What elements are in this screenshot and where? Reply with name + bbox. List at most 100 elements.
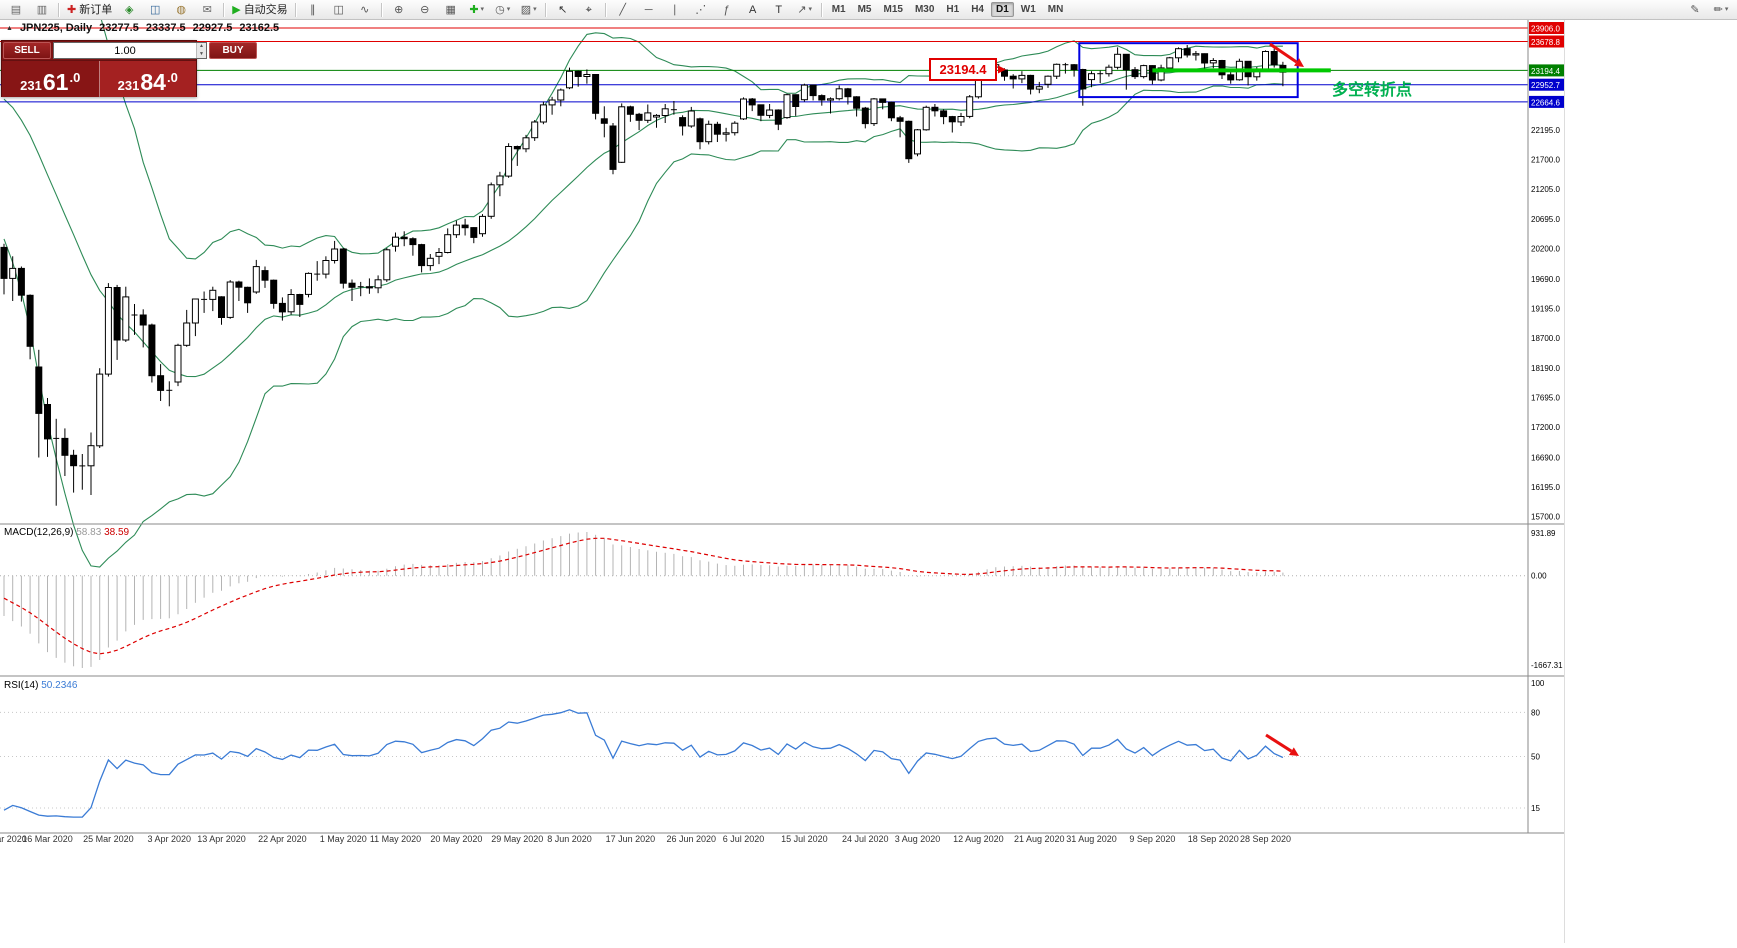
- price-flag-box: [929, 58, 997, 81]
- symbol-period-label: JPN225, Daily: [19, 22, 93, 34]
- zoom-out-icon[interactable]: ⊖: [413, 1, 437, 19]
- channel-icon: ⋰: [695, 3, 707, 16]
- timeframe-button-h4[interactable]: H4: [971, 4, 984, 15]
- draw-pencil-icon: ✎: [1690, 3, 1700, 16]
- svg-text:31 Aug 2020: 31 Aug 2020: [1066, 834, 1117, 844]
- pivot-note-text: 多空转折点: [1332, 80, 1412, 99]
- rsi-label: RSI(14) 50.2346: [4, 680, 78, 691]
- timeframe-button-d1[interactable]: D1: [991, 2, 1014, 17]
- cursor-icon[interactable]: ↖: [551, 1, 575, 19]
- crosshair-icon[interactable]: ⌖: [577, 1, 601, 19]
- buy-button[interactable]: BUY: [209, 42, 257, 59]
- svg-text:9 Sep 2020: 9 Sep 2020: [1129, 834, 1175, 844]
- svg-text:17200.0: 17200.0: [1531, 423, 1560, 432]
- volume-box: ▲ ▼: [53, 42, 207, 59]
- timeframe-button-m5[interactable]: M5: [857, 4, 872, 15]
- svg-text:931.89: 931.89: [1531, 529, 1556, 538]
- indicators-button: ✚: [469, 3, 479, 16]
- draw-pencil-icon[interactable]: ✎: [1683, 1, 1707, 19]
- toolbar-separator: [58, 2, 60, 17]
- svg-text:12 Aug 2020: 12 Aug 2020: [953, 834, 1004, 844]
- cursor-icon: ↖: [558, 3, 568, 16]
- market-watch-icon[interactable]: ◫: [143, 1, 167, 19]
- svg-text:25 Mar 2020: 25 Mar 2020: [83, 834, 134, 844]
- profiles-icon[interactable]: ▥: [30, 1, 54, 19]
- toolbar-separator: [294, 2, 297, 17]
- timeframe-button-m15[interactable]: M15: [883, 4, 903, 15]
- svg-text:22195.0: 22195.0: [1531, 126, 1560, 135]
- candlestick-mode-icon[interactable]: ◫: [327, 1, 351, 19]
- svg-text:100: 100: [1531, 679, 1545, 688]
- label-tool-icon[interactable]: T: [767, 1, 791, 19]
- toolbar-separator: [820, 2, 823, 17]
- mailbox-icon[interactable]: ✉: [195, 1, 219, 19]
- new-chart-icon: ▤: [10, 3, 22, 16]
- chart-area[interactable]: 23194.4 多空转折点 MACD(12,26,9) 58.83 38.59 931…: [0, 0, 1565, 943]
- label-tool-icon: T: [775, 3, 783, 16]
- fibonacci-icon[interactable]: ƒ: [715, 1, 739, 19]
- timeframe-button-w1[interactable]: W1: [1020, 4, 1036, 15]
- timeframe-button-m1[interactable]: M1: [831, 4, 846, 15]
- expert-advisors-icon[interactable]: ◈: [117, 1, 141, 19]
- timeframe-button-m30[interactable]: M30: [914, 4, 935, 15]
- buy-price-suffix: .0: [166, 70, 178, 85]
- text-tool-icon[interactable]: A: [741, 1, 765, 19]
- svg-text:16690.0: 16690.0: [1531, 454, 1560, 463]
- new-chart-icon[interactable]: ▤: [4, 1, 28, 19]
- tile-windows-icon: ▦: [445, 3, 456, 16]
- svg-text:21205.0: 21205.0: [1531, 185, 1560, 194]
- vertical-line-icon[interactable]: ∣: [663, 1, 687, 19]
- toolbar-separator: [380, 2, 383, 17]
- horizontal-line-icon[interactable]: ─: [637, 1, 661, 19]
- trendline-icon[interactable]: ╱: [611, 1, 635, 19]
- buy-price[interactable]: 231 84.0: [99, 61, 196, 97]
- arrows-tool-icon: ↗: [797, 3, 807, 16]
- bar-chart-mode-icon[interactable]: ∥: [301, 1, 325, 19]
- expert-advisors-icon: ◈: [124, 3, 134, 16]
- volume-increase-button[interactable]: ▲: [197, 43, 206, 51]
- buy-price-big: 84: [140, 69, 166, 95]
- autotrading-button[interactable]: ▶ 自动交易: [229, 1, 290, 19]
- templates-button: ▨: [520, 3, 532, 16]
- chart-canvas[interactable]: 23194.4 多空转折点 MACD(12,26,9) 58.83 38.59 931…: [0, 0, 1565, 943]
- svg-text:22 Apr 2020: 22 Apr 2020: [258, 834, 307, 844]
- new-order-button[interactable]: ✚ 新订单: [64, 1, 115, 19]
- svg-text:15 Jul 2020: 15 Jul 2020: [781, 834, 828, 844]
- templates-button[interactable]: ▨ ▾: [517, 1, 541, 19]
- zoom-in-icon[interactable]: ⊕: [387, 1, 411, 19]
- svg-text:20200.0: 20200.0: [1531, 245, 1560, 254]
- svg-text:0.00: 0.00: [1531, 572, 1547, 581]
- svg-text:22952.7: 22952.7: [1531, 81, 1560, 90]
- zoom-out-icon: ⊖: [420, 3, 430, 16]
- dropdown-arrow-icon: ▾: [506, 5, 511, 13]
- trendline-icon: ╱: [619, 3, 626, 16]
- sell-button[interactable]: SELL: [3, 42, 51, 59]
- periods-button[interactable]: ◷ ▾: [491, 1, 515, 19]
- alerts-icon[interactable]: ◍: [169, 1, 193, 19]
- timeframe-button-h1[interactable]: H1: [946, 4, 960, 15]
- sell-price[interactable]: 231 61.0: [2, 61, 99, 97]
- svg-text:28 Sep 2020: 28 Sep 2020: [1240, 834, 1291, 844]
- indicators-button[interactable]: ✚ ▾: [465, 1, 489, 19]
- svg-text:6 Jul 2020: 6 Jul 2020: [723, 834, 765, 844]
- svg-text:8 Jun 2020: 8 Jun 2020: [547, 834, 592, 844]
- svg-text:15: 15: [1531, 804, 1540, 813]
- channel-icon[interactable]: ⋰: [689, 1, 713, 19]
- chart-annotations[interactable]: 23194.4 多空转折点: [929, 42, 1412, 99]
- line-chart-mode-icon[interactable]: ∿: [353, 1, 377, 19]
- arrows-tool-icon[interactable]: ↗ ▾: [793, 1, 817, 19]
- tile-windows-icon[interactable]: ▦: [439, 1, 463, 19]
- panel-separators[interactable]: [0, 20, 1565, 943]
- svg-text:9 Mar 2020: 9 Mar 2020: [0, 834, 27, 844]
- volume-input[interactable]: [54, 43, 196, 58]
- timeframe-button-mn[interactable]: MN: [1047, 4, 1064, 15]
- fibonacci-icon: ƒ: [723, 3, 730, 16]
- volume-decrease-button[interactable]: ▼: [197, 50, 206, 58]
- bar-chart-mode-icon: ∥: [309, 3, 316, 16]
- edit-pen-icon[interactable]: ✏ ▾: [1709, 1, 1733, 19]
- price-axis[interactable]: 22195.0 21700.0 21205.0 20695.0 20200.0 19690…: [1529, 22, 1564, 522]
- price-flag-pointer: [998, 65, 1006, 74]
- svg-text:19690.0: 19690.0: [1531, 275, 1560, 284]
